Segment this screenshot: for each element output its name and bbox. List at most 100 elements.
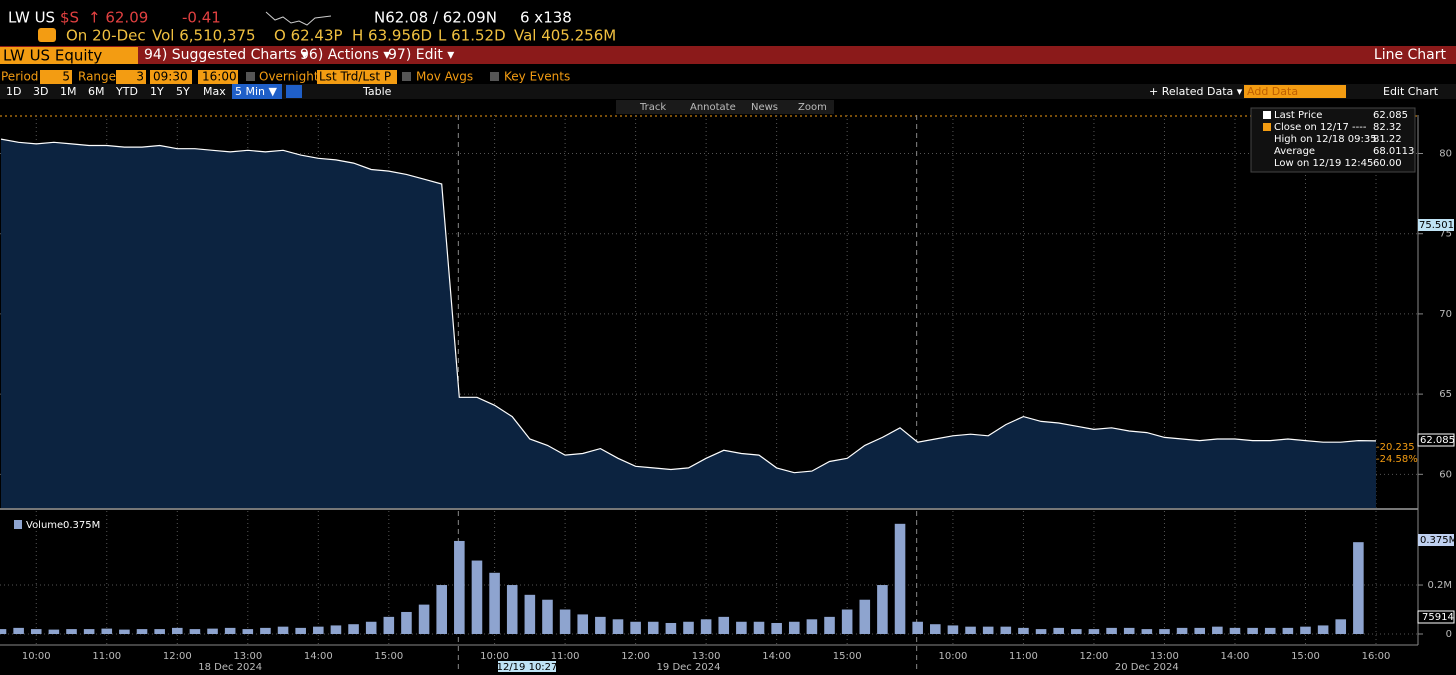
avg-tag (1418, 219, 1454, 231)
ticker: LW US (8, 9, 55, 27)
volume-tag (1418, 534, 1454, 546)
checkbox[interactable] (490, 72, 499, 81)
checkbox[interactable] (402, 72, 411, 81)
add-data-field[interactable] (1244, 85, 1346, 98)
volume-bar (0, 629, 7, 634)
volume-bar (683, 621, 694, 634)
volume-bar (383, 616, 395, 634)
field[interactable] (116, 70, 146, 84)
tool[interactable]: Zoom (798, 102, 827, 113)
table-button[interactable]: Table (362, 85, 392, 98)
annotation: 75.5015 (1419, 220, 1456, 231)
interval[interactable]: 5 Min ▼ (235, 85, 278, 98)
volume-bar (1071, 629, 1082, 634)
range[interactable]: 3 (136, 70, 144, 84)
x-tick-label: 15:00 (374, 651, 403, 662)
volume-bar (401, 611, 412, 634)
volume-bar (771, 622, 782, 634)
field[interactable] (40, 70, 72, 84)
y-tick-label: 80 (1439, 148, 1452, 159)
price-area (1, 139, 1376, 508)
legend-value: 0.375M (63, 520, 100, 531)
period[interactable]: 5 (62, 70, 70, 84)
field[interactable] (317, 70, 397, 84)
legend-label: High on 12/18 09:35 (1274, 134, 1377, 145)
high: H 63.956D (352, 27, 432, 45)
interval-button[interactable] (232, 84, 282, 99)
setting-label: Range (78, 70, 116, 84)
legend-value: 62.085 (1373, 110, 1408, 121)
setting-label[interactable]: Overnight (259, 70, 319, 84)
volume-bar (788, 621, 800, 634)
volume-bar (119, 629, 130, 634)
volume-bar (753, 621, 765, 634)
icon[interactable] (38, 28, 56, 42)
volume-bar (454, 540, 465, 634)
end-time[interactable]: 16:00 (202, 70, 237, 84)
legend-label: Close on 12/17 ---- (1274, 122, 1367, 133)
x-tick-label: 13:00 (233, 651, 262, 662)
field[interactable] (198, 70, 238, 84)
annotation: 62.085 (1420, 435, 1455, 446)
legend-swatch (14, 520, 22, 529)
range-button[interactable]: 1Y (150, 85, 164, 98)
volume-bar (841, 609, 853, 634)
start-time[interactable]: 09:30 (153, 70, 188, 84)
menu-item[interactable]: 94) Suggested Charts ▾ (144, 47, 308, 63)
volume-bar (1123, 627, 1135, 634)
range-button[interactable]: YTD (115, 85, 138, 98)
volume-bar (66, 629, 77, 634)
range-button[interactable]: Max (203, 85, 226, 98)
range-button[interactable]: 3D (33, 85, 48, 98)
volume-bar (1000, 626, 1012, 634)
legend-value: 60.00 (1373, 158, 1402, 169)
menu-item[interactable]: 97) Edit ▾ (388, 47, 454, 63)
setting-label[interactable]: Key Events (504, 70, 570, 84)
x-tick-label: 12:00 (1080, 651, 1109, 662)
price-line (0, 138, 1377, 474)
size: 6 x138 (520, 9, 572, 27)
volume-bar (1229, 627, 1241, 634)
add-data[interactable]: Add Data (1247, 85, 1298, 98)
legend-value: 81.22 (1373, 134, 1402, 145)
tool[interactable]: Track (639, 102, 666, 113)
x-tick-label: 14:00 (304, 651, 333, 662)
tool[interactable]: News (751, 102, 778, 113)
legend (1250, 107, 1416, 173)
volume-bar (612, 619, 624, 634)
price-mode[interactable]: Lst Trd/Lst P (319, 70, 391, 84)
volume-bar (13, 627, 24, 634)
range-button[interactable]: 1M (60, 85, 77, 98)
field[interactable] (150, 70, 192, 84)
low: L 61.52D (438, 27, 506, 45)
chart-icon[interactable] (286, 85, 302, 98)
security[interactable]: LW US Equity (3, 47, 102, 65)
tool[interactable]: Annotate (690, 102, 736, 113)
y-tick-label: 70 (1439, 309, 1452, 320)
security-box[interactable] (0, 47, 138, 64)
legend-value: 68.0113 (1373, 146, 1414, 157)
range-button[interactable]: 1D (6, 85, 21, 98)
annotation: 0.375M (1420, 535, 1456, 546)
checkbox[interactable] (246, 72, 255, 81)
volume-bar (1353, 542, 1364, 634)
related-data[interactable]: + Related Data ▾ (1149, 85, 1243, 98)
volume-bar (824, 616, 835, 634)
range-button[interactable]: 5Y (176, 85, 190, 98)
volume-bar (577, 614, 589, 634)
volume-bar (524, 594, 536, 634)
volume-bar (647, 621, 659, 634)
volume-bar (1264, 627, 1276, 634)
range-button[interactable]: 6M (88, 85, 105, 98)
edit-chart[interactable]: Edit Chart (1383, 85, 1439, 98)
last-price: ↑ 62.09 (88, 9, 148, 27)
setting-label[interactable]: Mov Avgs (416, 70, 473, 84)
volume-bar (912, 621, 923, 634)
value-traded: Val 405.256M (514, 27, 616, 45)
bid-ask: N62.08 / 62.09N (374, 9, 497, 27)
menu-item[interactable]: 96) Actions ▾ (300, 47, 390, 63)
volume-bar (700, 619, 712, 634)
volume-bar (1176, 627, 1188, 634)
volume-bar (947, 625, 959, 634)
